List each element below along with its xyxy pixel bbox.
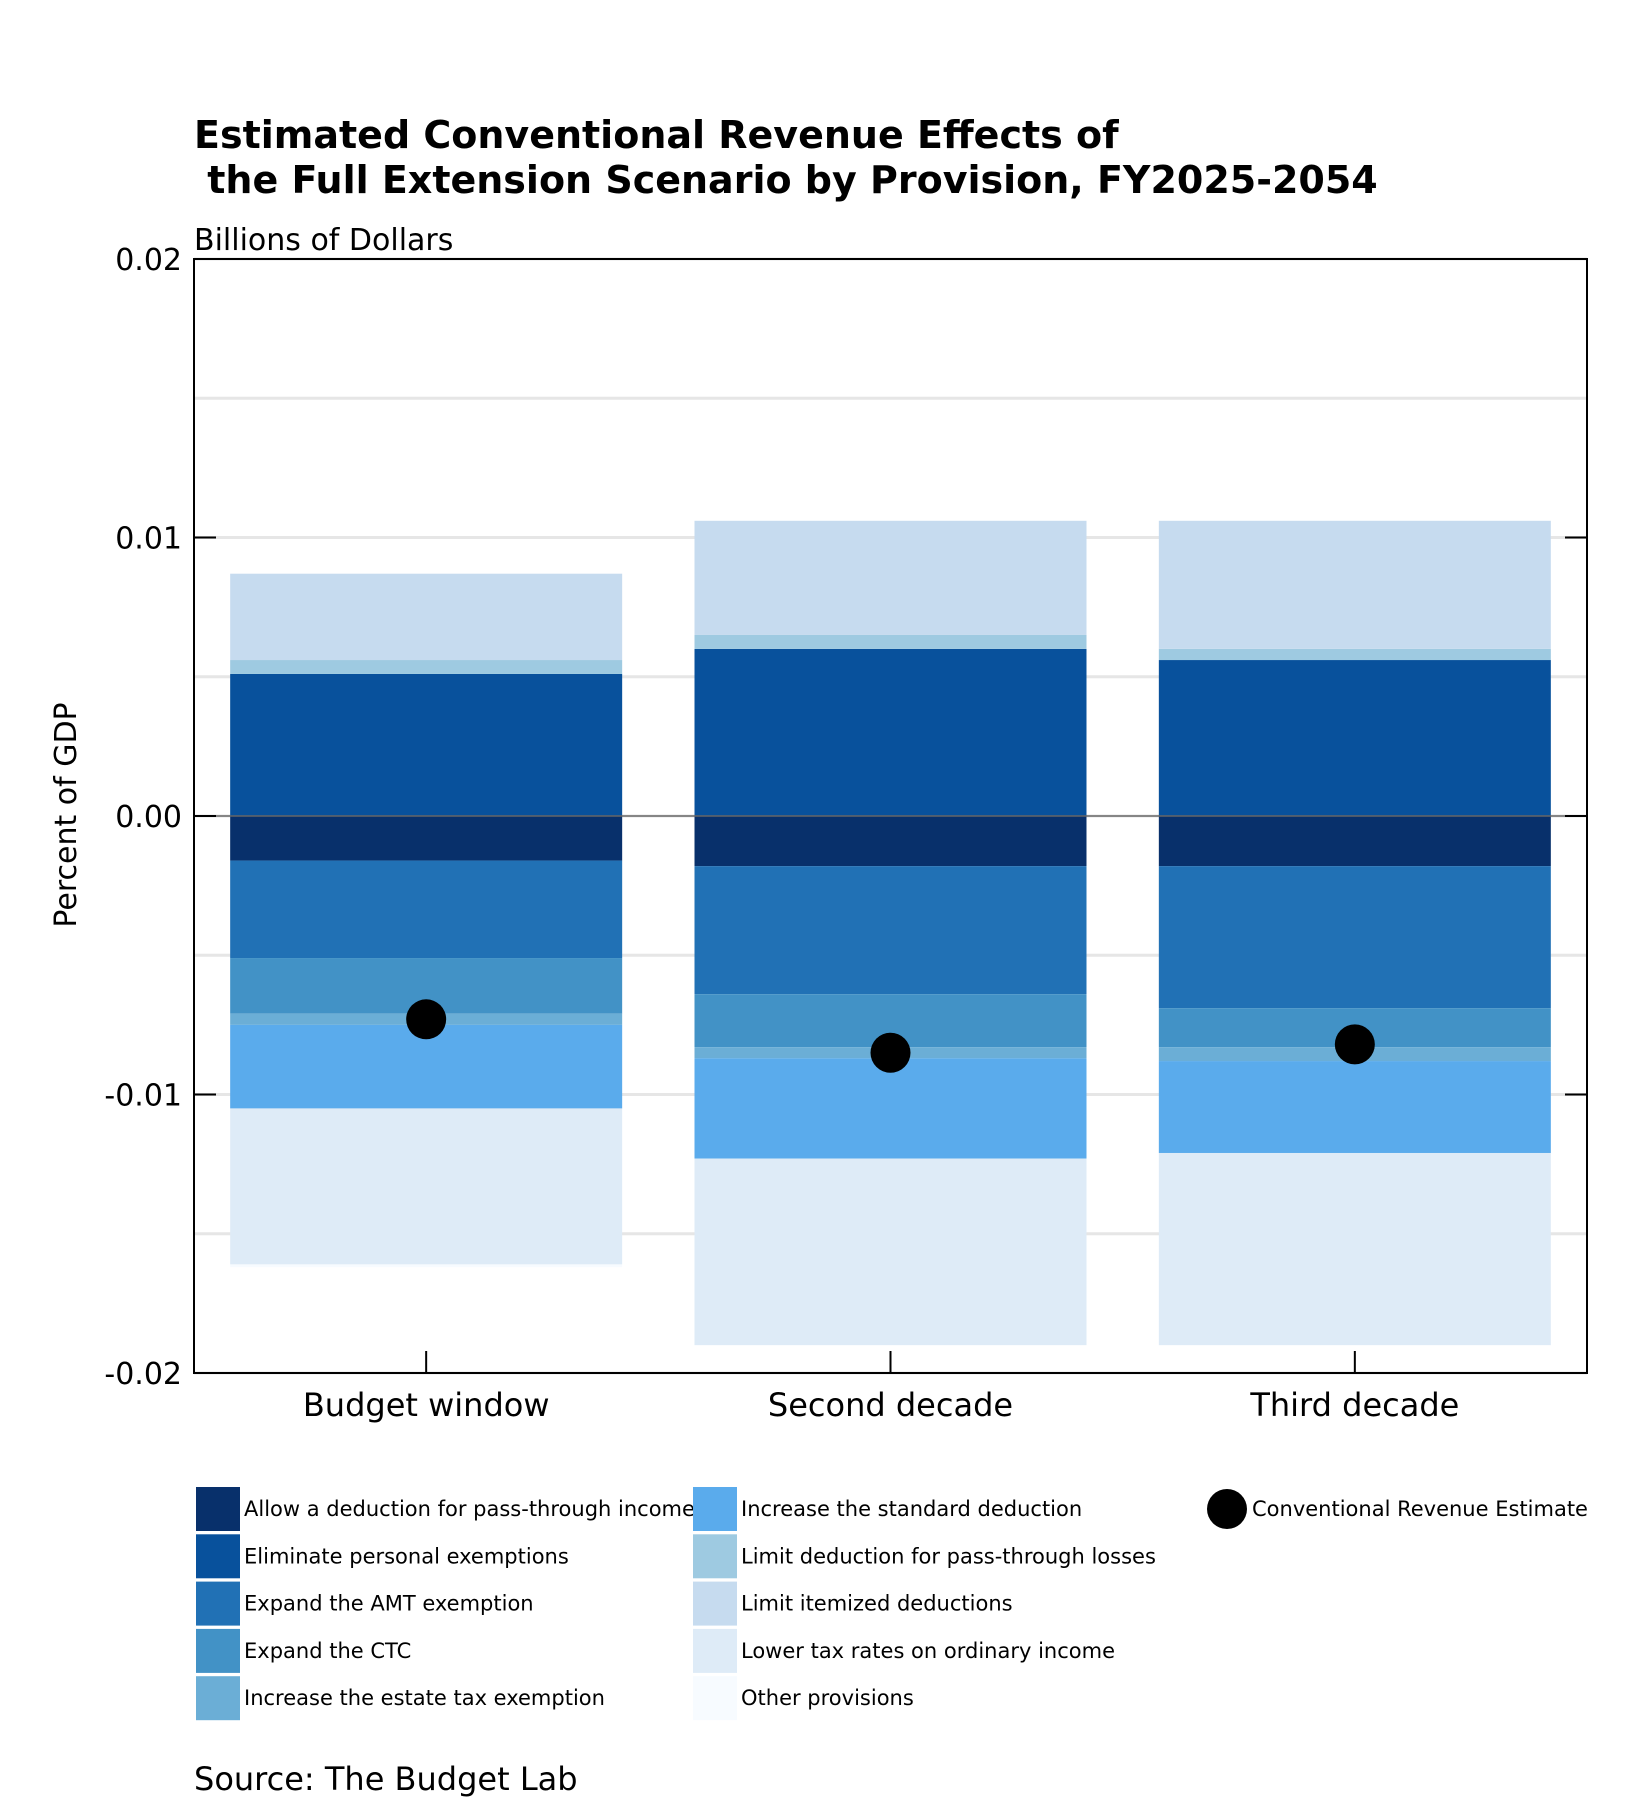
bar-segment — [1158, 1152, 1551, 1346]
legend-swatch — [196, 1487, 240, 1531]
axis-ticks: 0.02 0.01 0.00 -0.01 -0.02 Budget window Secon… — [104, 243, 1587, 1424]
chart-subtitle: Billions of Dollars — [194, 223, 453, 258]
bar-segment — [694, 1158, 1087, 1346]
x-tick-label: Third decade — [1249, 1386, 1459, 1424]
legend-label: Increase the standard deduction — [741, 1497, 1082, 1521]
legend-label: Expand the CTC — [244, 1639, 411, 1663]
bar-segment — [230, 660, 623, 674]
estimate-point — [870, 1032, 911, 1073]
legend-marker — [1207, 1489, 1247, 1529]
bar-segment — [694, 648, 1087, 816]
source-note: Source: The Budget Lab — [194, 1760, 578, 1798]
bar-segment — [694, 816, 1087, 867]
x-tick-label: Second decade — [768, 1386, 1013, 1424]
chart-title-line-2: the Full Extension Scenario by Provision… — [194, 158, 1378, 202]
bar-segment — [1158, 816, 1551, 867]
legend-swatch — [196, 1581, 240, 1626]
bar-segment — [230, 673, 623, 816]
legend-swatch — [196, 1628, 240, 1673]
legend-swatch — [693, 1628, 737, 1673]
legend-swatch — [693, 1487, 737, 1531]
bar-segment — [1158, 520, 1551, 649]
legend-label: Expand the AMT exemption — [244, 1592, 534, 1616]
bars — [230, 520, 1551, 1346]
bar-segment — [230, 860, 623, 959]
bar-segment — [694, 866, 1087, 995]
y-axis-label: Percent of GDP — [49, 702, 84, 927]
x-tick-label: Budget window — [303, 1386, 550, 1424]
bar-segment — [230, 573, 623, 661]
bar-segment — [230, 1108, 623, 1265]
legend-label: Allow a deduction for pass-through incom… — [244, 1497, 695, 1521]
legend-swatch — [196, 1676, 240, 1721]
legend-label: Eliminate personal exemptions — [244, 1544, 569, 1568]
y-tick-label: 0.01 — [115, 522, 182, 557]
bar-segment — [1158, 648, 1551, 661]
legend: Allow a deduction for pass-through incom… — [196, 1487, 1588, 1721]
estimate-point — [406, 999, 447, 1040]
legend-label: Increase the estate tax exemption — [244, 1686, 605, 1710]
bar-segment — [694, 1058, 1087, 1159]
bar-segment — [694, 520, 1087, 635]
estimate-point — [1334, 1024, 1375, 1065]
y-tick-label: 0.00 — [115, 800, 182, 835]
estimate-points — [406, 999, 1375, 1073]
bar-segment — [230, 1264, 623, 1268]
legend-swatch — [693, 1676, 737, 1721]
legend-swatch — [196, 1534, 240, 1579]
legend-label: Conventional Revenue Estimate — [1252, 1497, 1588, 1521]
y-tick-label: -0.02 — [104, 1357, 182, 1392]
y-tick-label: 0.02 — [115, 243, 182, 278]
chart-title-line-1: Estimated Conventional Revenue Effects o… — [194, 113, 1119, 157]
legend-label: Limit deduction for pass-through losses — [741, 1544, 1156, 1568]
bar-segment — [694, 634, 1087, 649]
legend-label: Other provisions — [741, 1686, 914, 1710]
legend-swatch — [693, 1534, 737, 1579]
legend-label: Lower tax rates on ordinary income — [741, 1639, 1115, 1663]
bar-segment — [1158, 660, 1551, 816]
y-tick-label: -0.01 — [104, 1079, 182, 1114]
bar-segment — [1158, 1061, 1551, 1153]
bar-segment — [1158, 866, 1551, 1009]
bar-segment — [230, 816, 623, 861]
legend-swatch — [693, 1581, 737, 1626]
legend-label: Limit itemized deductions — [741, 1592, 1013, 1616]
